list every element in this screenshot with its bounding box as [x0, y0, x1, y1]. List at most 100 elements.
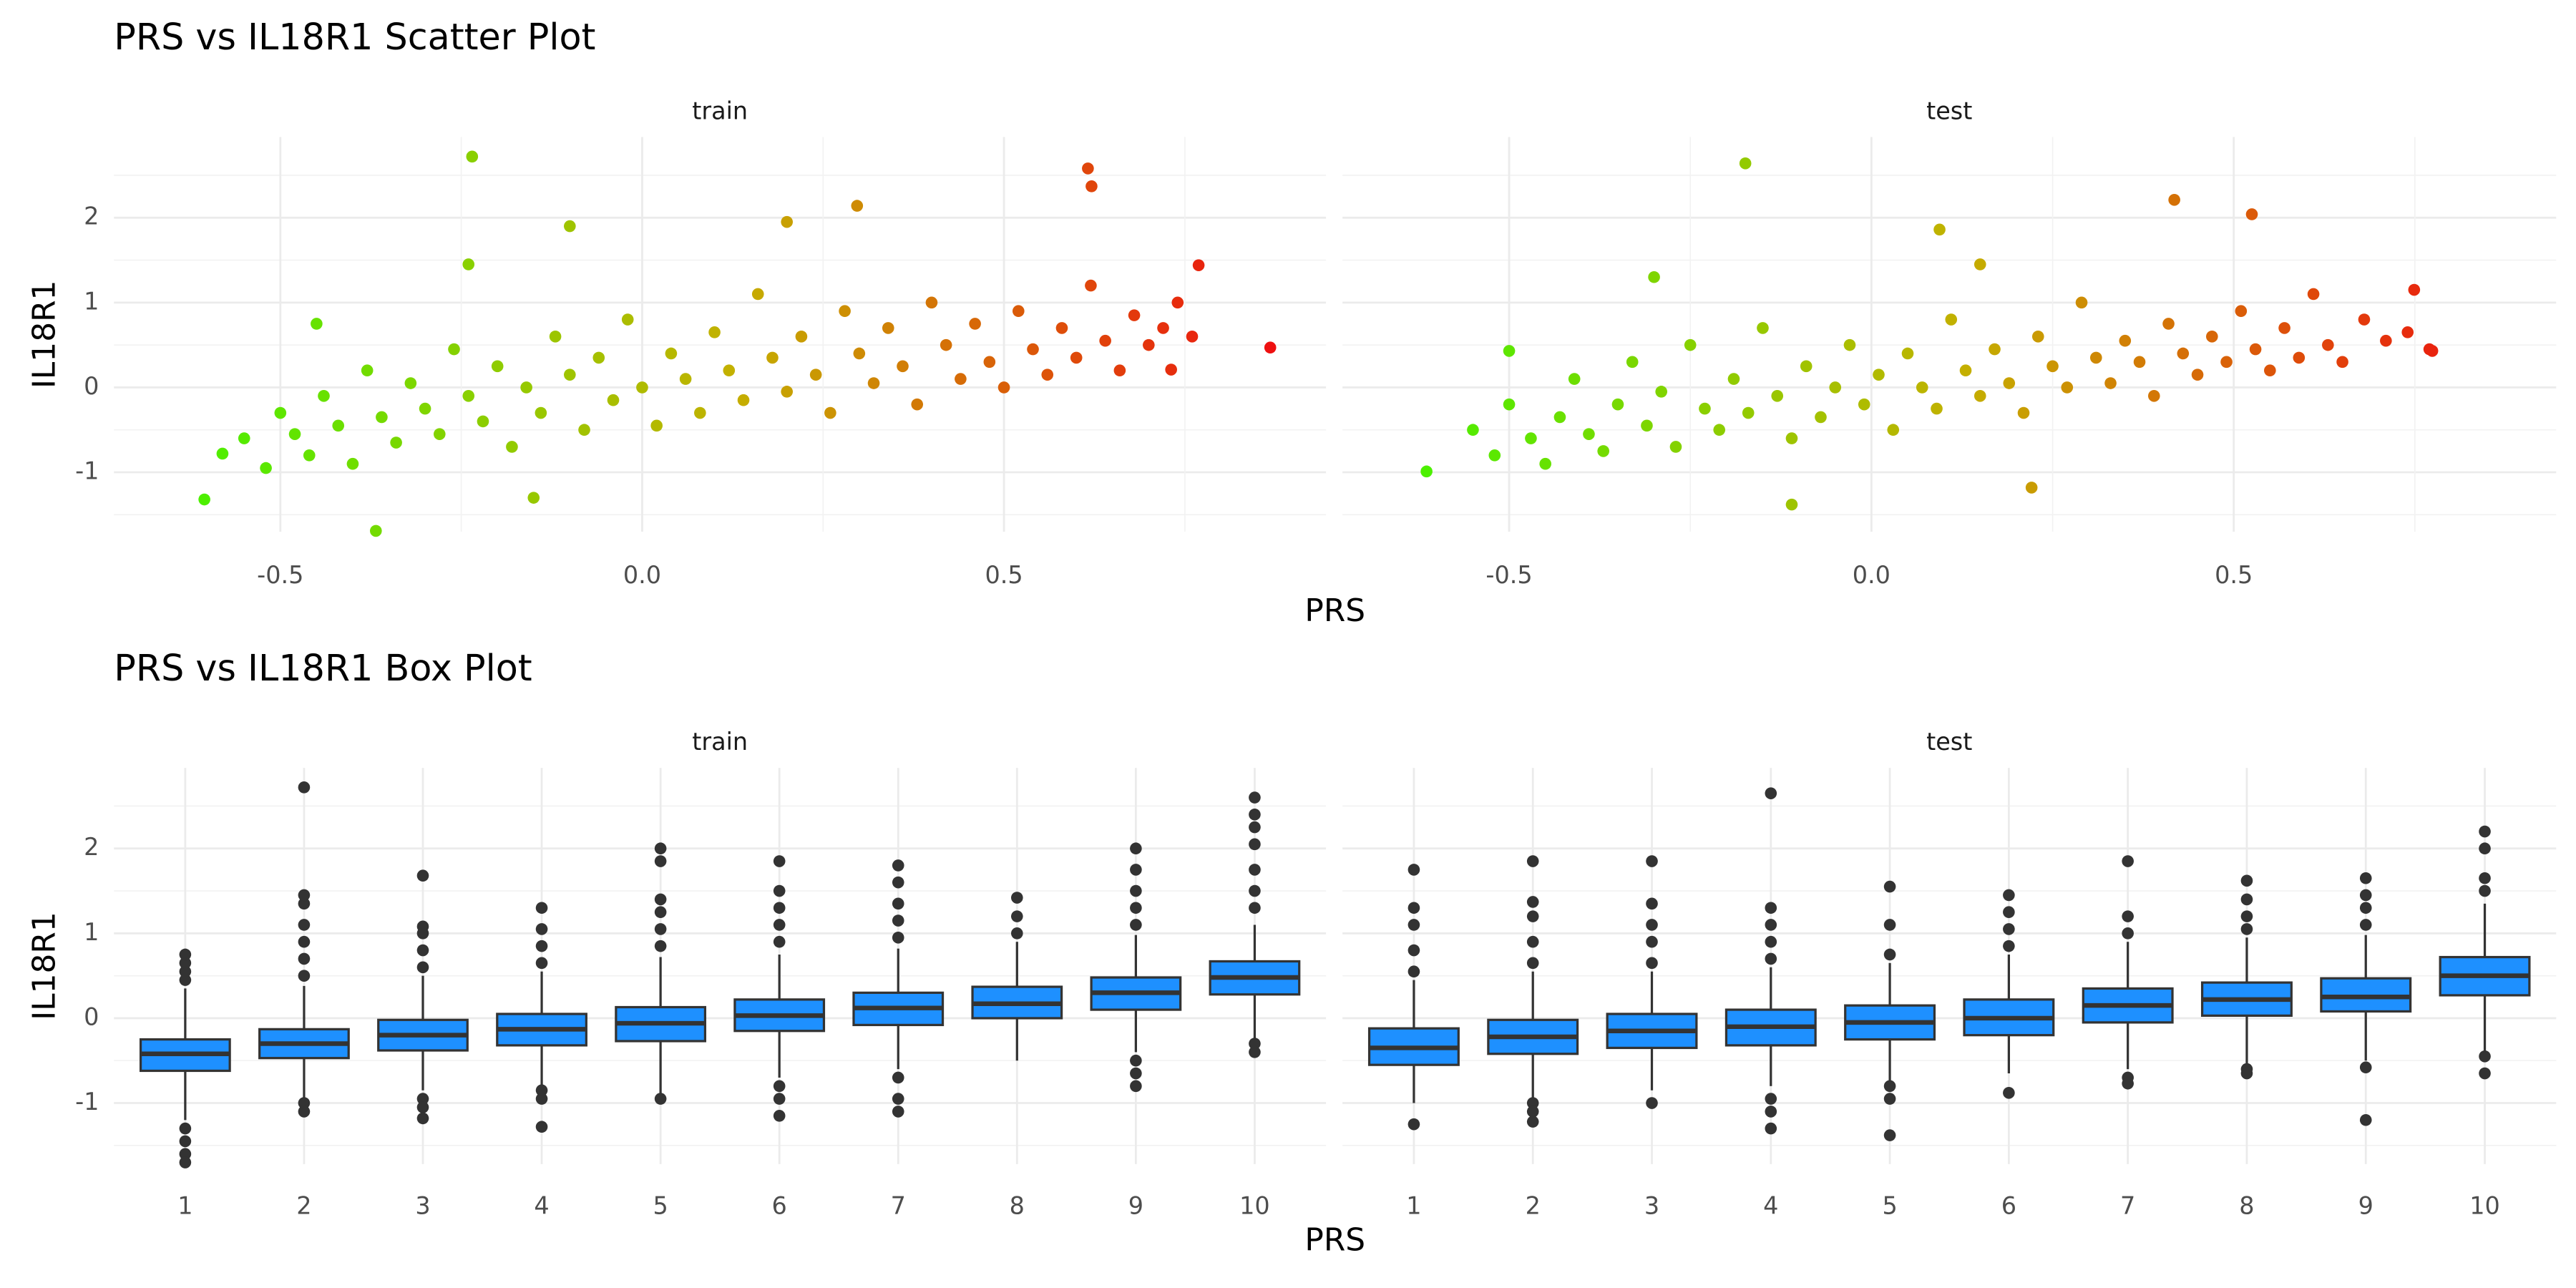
outlier — [1765, 787, 1777, 799]
point — [390, 436, 402, 449]
outlier — [773, 1080, 786, 1093]
outlier — [1407, 1118, 1420, 1131]
panel-title: test — [1926, 97, 1972, 125]
point — [2264, 364, 2276, 377]
point — [506, 441, 518, 453]
outlier — [773, 855, 786, 867]
point — [1157, 322, 1169, 334]
point — [1858, 398, 1870, 411]
point — [332, 419, 345, 432]
outlier — [1249, 808, 1261, 821]
point — [1655, 386, 1668, 398]
point — [882, 322, 894, 334]
point — [346, 457, 359, 470]
outlier — [2359, 1113, 2372, 1126]
x-tick-label: 5 — [653, 1191, 668, 1219]
outlier — [1526, 957, 1539, 970]
x-tick-label: 0.0 — [623, 561, 661, 589]
point — [260, 462, 272, 474]
outlier — [1011, 892, 1023, 904]
outlier — [1765, 935, 1777, 948]
x-tick-label: 6 — [2001, 1191, 2016, 1219]
outlier — [416, 920, 429, 933]
outlier — [535, 1084, 548, 1097]
point — [1503, 398, 1516, 411]
outlier — [1765, 1106, 1777, 1118]
outlier — [1249, 1038, 1261, 1050]
outlier — [892, 931, 904, 944]
outlier — [2479, 872, 2491, 884]
point — [766, 351, 779, 364]
point — [1829, 381, 1842, 394]
point — [1597, 445, 1610, 457]
point — [1165, 364, 1177, 376]
outlier — [1526, 855, 1539, 867]
outlier — [654, 842, 667, 855]
outlier — [892, 914, 904, 927]
point — [462, 389, 475, 402]
x-tick-label: -0.5 — [257, 561, 303, 589]
point — [311, 318, 323, 330]
outlier — [535, 902, 548, 914]
outlier — [773, 935, 786, 948]
point — [1648, 270, 1660, 283]
outlier — [1407, 944, 1420, 957]
outlier — [179, 948, 192, 961]
outlier — [1407, 965, 1420, 978]
y-tick-label: 2 — [84, 833, 99, 861]
outlier — [2359, 889, 2372, 902]
outlier — [1011, 927, 1023, 940]
point — [466, 150, 479, 163]
outlier — [2003, 1086, 2015, 1099]
point — [2104, 377, 2117, 389]
point — [433, 428, 446, 440]
point — [2206, 330, 2218, 343]
outlier — [1883, 1080, 1896, 1093]
x-tick-label: 7 — [2120, 1191, 2135, 1219]
outlier — [2240, 1067, 2253, 1080]
point — [2235, 305, 2248, 317]
x-axis-label: PRS — [1304, 592, 1365, 629]
point — [1727, 373, 1740, 385]
outlier — [1130, 842, 1142, 855]
outlier — [1526, 935, 1539, 948]
outlier — [416, 869, 429, 882]
outlier — [1883, 1093, 1896, 1105]
point — [1467, 424, 1479, 436]
point — [1933, 223, 1946, 236]
outlier — [1646, 919, 1658, 931]
point — [274, 406, 287, 419]
x-tick-label: 6 — [772, 1191, 787, 1219]
outlier — [654, 940, 667, 952]
point — [376, 411, 388, 424]
x-tick-label: 0.5 — [985, 561, 1023, 589]
point — [969, 318, 981, 330]
point — [1757, 322, 1769, 334]
outlier — [773, 884, 786, 897]
outlier — [2479, 1067, 2491, 1080]
point — [1070, 351, 1083, 364]
outlier — [773, 902, 786, 914]
point — [1785, 432, 1798, 444]
point — [520, 381, 532, 394]
outlier — [1407, 864, 1420, 876]
outlier — [416, 961, 429, 974]
panel-title: train — [692, 728, 748, 756]
outlier — [2003, 906, 2015, 918]
outlier — [773, 1110, 786, 1122]
x-tick-label: 2 — [296, 1191, 311, 1219]
point — [911, 398, 924, 411]
outlier — [1765, 1122, 1777, 1135]
point — [1027, 343, 1039, 356]
x-tick-label: 4 — [534, 1191, 549, 1219]
point — [679, 373, 692, 385]
outlier — [179, 1135, 192, 1148]
point — [1085, 180, 1098, 192]
outlier — [2003, 940, 2015, 952]
point — [2245, 208, 2258, 220]
point — [1959, 364, 1972, 377]
point — [2322, 338, 2334, 351]
outlier — [298, 889, 311, 902]
point — [2293, 351, 2306, 364]
